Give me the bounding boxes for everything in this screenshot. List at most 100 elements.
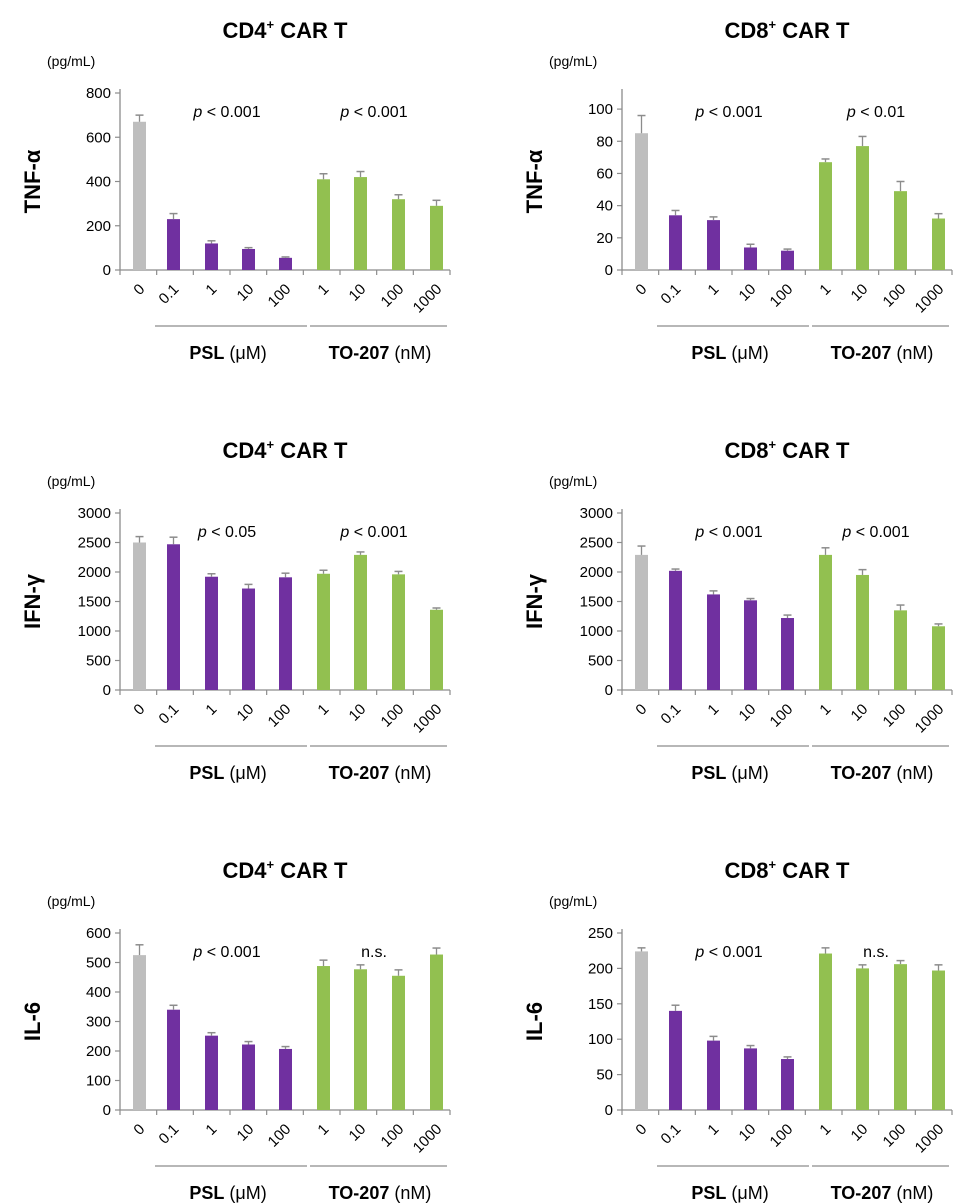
x-tick-label: 100 — [880, 281, 910, 311]
x-tick-label: 100 — [880, 701, 910, 731]
x-tick-label: 10 — [234, 701, 258, 725]
x-tick-label: 0 — [632, 281, 650, 299]
y-tick-label: 3000 — [78, 505, 111, 522]
x-tick-label: 1 — [704, 1121, 722, 1139]
p-value-annotation: p < 0.001 — [192, 104, 260, 121]
p-value-annotation: p < 0.001 — [192, 944, 260, 961]
y-tick-label: 500 — [86, 955, 111, 972]
y-tick-label: 0 — [605, 262, 613, 279]
chart-title: CD4+ CAR T — [223, 857, 348, 883]
x-tick-label: 100 — [378, 281, 408, 311]
y-tick-label: 3000 — [580, 505, 613, 522]
bar — [781, 618, 794, 690]
x-tick-label: 10 — [848, 1121, 872, 1145]
y-tick-label: 250 — [588, 925, 613, 942]
p-value-annotation: p < 0.001 — [694, 524, 762, 541]
y-tick-label: 1000 — [78, 623, 111, 640]
bar — [167, 219, 180, 270]
y-tick-label: 400 — [86, 174, 111, 191]
bar — [932, 970, 945, 1110]
bar — [430, 609, 443, 690]
x-tick-label: 0 — [130, 1121, 148, 1139]
bar — [242, 1044, 255, 1110]
unit-label: (pg/mL) — [47, 473, 95, 489]
bar — [819, 162, 832, 270]
x-tick-label: 0.1 — [658, 1121, 685, 1148]
bar — [635, 554, 648, 690]
bar — [279, 1048, 292, 1110]
y-tick-label: 100 — [588, 101, 613, 118]
y-tick-label: 1000 — [580, 623, 613, 640]
bar — [819, 953, 832, 1110]
psl-group-label: PSL (μM) — [189, 343, 266, 363]
chart-title: CD8+ CAR T — [725, 17, 850, 43]
p-value-annotation: n.s. — [863, 944, 889, 961]
bar — [856, 146, 869, 270]
x-tick-label: 100 — [767, 1121, 797, 1151]
x-tick-label: 100 — [378, 1121, 408, 1151]
to207-group-label: TO-207 (nM) — [831, 1183, 934, 1203]
y-tick-label: 600 — [86, 925, 111, 942]
bar — [392, 975, 405, 1110]
bar — [133, 542, 146, 690]
y-tick-label: 40 — [596, 198, 613, 215]
p-value-annotation: p < 0.05 — [197, 524, 256, 541]
y-tick-label: 200 — [86, 218, 111, 235]
y-tick-label: 0 — [605, 1102, 613, 1119]
bar — [133, 955, 146, 1110]
bar — [205, 243, 218, 270]
x-tick-label: 1 — [314, 281, 332, 299]
chart-title: CD4+ CAR T — [223, 17, 348, 43]
chart-panel-6: CD8+ CAR T (pg/mL) IL-6 0 50 100 150 200 250 0 0.1… — [522, 857, 953, 1203]
y-tick-label: 200 — [86, 1043, 111, 1060]
bar — [894, 191, 907, 270]
x-tick-label: 0.1 — [156, 1121, 183, 1148]
x-tick-label: 1000 — [912, 701, 948, 737]
x-tick-label: 1 — [314, 1121, 332, 1139]
y-tick-label: 300 — [86, 1014, 111, 1031]
bar — [744, 247, 757, 270]
p-value-annotation: p < 0.001 — [694, 944, 762, 961]
psl-group-label: PSL (μM) — [189, 1183, 266, 1203]
x-tick-label: 0.1 — [156, 281, 183, 308]
bar — [317, 966, 330, 1110]
y-tick-label: 0 — [605, 682, 613, 699]
bar — [279, 257, 292, 270]
y-tick-label: 0 — [103, 682, 111, 699]
psl-group-label: PSL (μM) — [189, 763, 266, 783]
bar — [354, 969, 367, 1110]
y-tick-label: 0 — [103, 262, 111, 279]
bar — [317, 179, 330, 270]
y-tick-label: 0 — [103, 1102, 111, 1119]
y-tick-label: 1500 — [580, 594, 613, 611]
y-tick-label: 80 — [596, 133, 613, 150]
p-value-annotation: p < 0.001 — [339, 104, 407, 121]
chart-title: CD8+ CAR T — [725, 857, 850, 883]
bar — [242, 248, 255, 270]
x-tick-label: 100 — [767, 701, 797, 731]
bar — [781, 250, 794, 270]
to207-group-label: TO-207 (nM) — [329, 343, 432, 363]
to207-group-label: TO-207 (nM) — [329, 1183, 432, 1203]
x-tick-label: 0.1 — [156, 701, 183, 728]
bar — [856, 574, 869, 690]
bar — [744, 600, 757, 690]
bar — [894, 610, 907, 690]
chart-title: CD4+ CAR T — [223, 437, 348, 463]
x-tick-label: 10 — [736, 701, 760, 725]
y-tick-label: 20 — [596, 230, 613, 247]
x-tick-label: 1 — [202, 281, 220, 299]
y-axis-label: TNF-α — [522, 149, 547, 213]
y-axis-label: IFN-γ — [522, 573, 547, 629]
bar — [669, 570, 682, 690]
bar — [205, 576, 218, 690]
bar — [856, 968, 869, 1110]
x-tick-label: 10 — [848, 701, 872, 725]
bar — [744, 1048, 757, 1110]
x-tick-label: 0.1 — [658, 281, 685, 308]
bar — [894, 964, 907, 1110]
y-tick-label: 2500 — [78, 535, 111, 552]
x-tick-label: 1000 — [410, 281, 446, 317]
y-tick-label: 500 — [86, 653, 111, 670]
p-value-annotation: p < 0.001 — [339, 524, 407, 541]
